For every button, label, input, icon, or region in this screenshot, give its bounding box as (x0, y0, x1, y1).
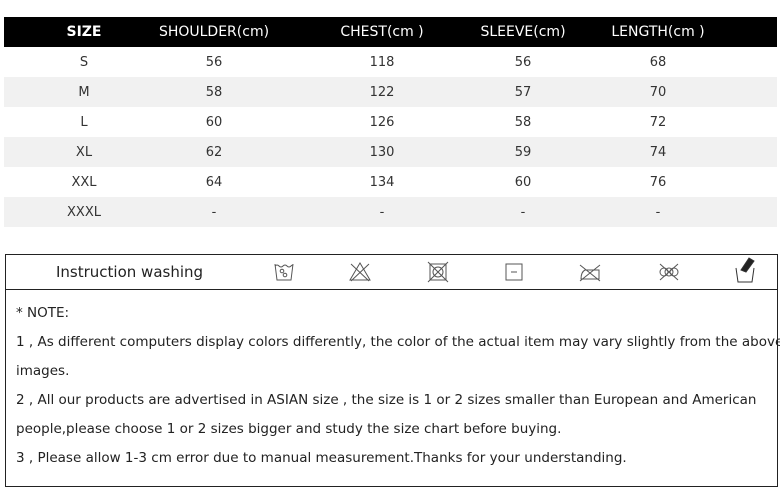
column-header: SIZE (66, 24, 102, 40)
table-cell: 130 (369, 144, 395, 160)
column-header: CHEST(cm ) (340, 24, 424, 40)
washing-instructions: Instruction washing (5, 254, 778, 290)
table-cell: 60 (514, 174, 532, 190)
table-cell: - (379, 204, 385, 220)
table-cell: 126 (369, 114, 395, 130)
note-line: images. (16, 363, 70, 379)
table-cell: XXXL (67, 204, 101, 220)
table-cell: XXL (71, 174, 97, 190)
table-cell: 76 (649, 174, 667, 190)
table-cell: 74 (649, 144, 667, 160)
table-cell: - (655, 204, 661, 220)
table-cell: S (79, 54, 89, 70)
iron-low-icon (579, 264, 601, 282)
note-line: 2 , All our products are advertised in A… (16, 392, 757, 408)
table-cell: 70 (649, 84, 667, 100)
do-not-bleach-icon (349, 262, 371, 282)
table-cell: 118 (369, 54, 395, 70)
table-row: XXL 64 134 60 76 (4, 167, 777, 197)
table-cell: XL (75, 144, 93, 160)
do-not-dry-clean-icon (659, 263, 679, 281)
table-cell: - (520, 204, 526, 220)
table-cell: 134 (369, 174, 395, 190)
washing-label: Instruction washing (56, 263, 204, 281)
table-cell: 57 (514, 84, 532, 100)
table-cell: 122 (369, 84, 395, 100)
table-cell: - (211, 204, 217, 220)
table-row: XXXL - - - - (4, 197, 777, 227)
notes-section: * NOTE: 1 , As different computers displ… (5, 289, 780, 487)
table-row: XL 62 130 59 74 (4, 137, 777, 167)
column-header: SHOULDER(cm) (158, 24, 270, 40)
table-cell: 58 (205, 84, 223, 100)
table-cell: 56 (514, 54, 532, 70)
column-header: SLEEVE(cm) (480, 24, 566, 40)
notes-title: * NOTE: (16, 305, 70, 321)
table-cell: 56 (205, 54, 223, 70)
table-row: L 60 126 58 72 (4, 107, 777, 137)
table-cell: 58 (514, 114, 532, 130)
table-cell: 62 (205, 144, 223, 160)
table-cell: M (78, 84, 90, 100)
size-chart-table: SIZE SHOULDER(cm) CHEST(cm ) SLEEVE(cm) LENG… (4, 17, 777, 227)
table-row: M 58 122 57 70 (4, 77, 777, 107)
dry-flat-icon (505, 263, 523, 281)
note-line: 3 , Please allow 1-3 cm error due to man… (16, 450, 627, 466)
table-cell: 59 (514, 144, 532, 160)
do-not-tumble-dry-icon (427, 261, 449, 283)
header-row: SIZE SHOULDER(cm) CHEST(cm ) SLEEVE(cm) LENG… (4, 17, 777, 47)
table-cell: 60 (205, 114, 223, 130)
table-cell: 68 (649, 54, 667, 70)
table-cell: 72 (649, 114, 667, 130)
table-cell: L (80, 114, 88, 130)
column-header: LENGTH(cm ) (611, 24, 705, 40)
note-line: 1 , As different computers display color… (16, 334, 780, 350)
wash-30-icon (274, 263, 294, 281)
note-line: people,please choose 1 or 2 sizes bigger… (16, 421, 562, 437)
table-row: S 56 118 56 68 (4, 47, 777, 77)
hand-wash-icon (735, 257, 755, 283)
table-cell: 64 (205, 174, 223, 190)
